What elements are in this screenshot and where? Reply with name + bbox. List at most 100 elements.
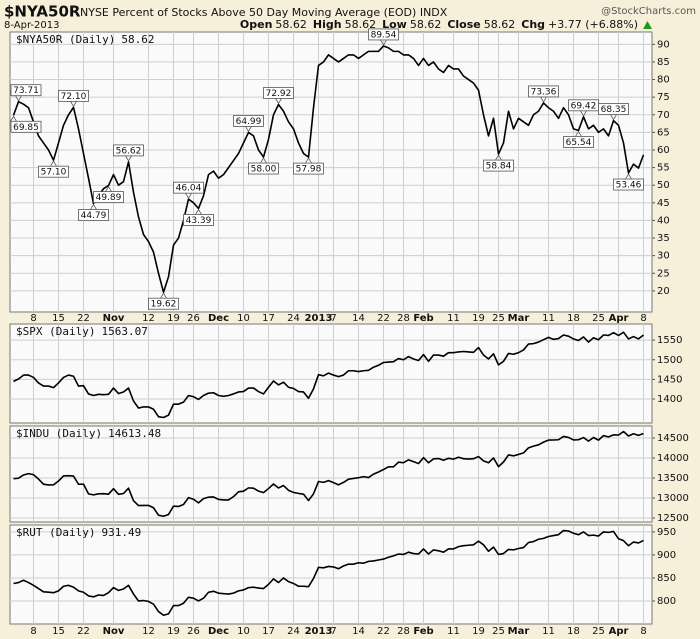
label-box	[10, 84, 42, 97]
value-label: 73.36	[531, 87, 557, 97]
label-pointer	[245, 126, 252, 133]
x-tick-label: Feb	[413, 626, 433, 637]
value-label: 56.62	[116, 146, 142, 156]
y-tick-label: 950	[657, 527, 676, 538]
x-tick-label: 22	[77, 626, 90, 637]
x-tick-label: 19	[167, 313, 180, 324]
x-tick-label: 12	[142, 626, 155, 637]
x-tick-label: 8	[640, 313, 646, 324]
x-tick-label: Apr	[609, 626, 629, 637]
x-tick-label: 19	[167, 626, 180, 637]
value-label: 58.84	[486, 162, 512, 172]
x-tick-label: 8	[30, 313, 36, 324]
y-tick-label: 900	[657, 550, 676, 561]
label-pointer	[580, 110, 587, 117]
label-box	[183, 214, 214, 226]
y-tick-label: 45	[657, 198, 670, 209]
legend: $INDU (Daily) 14613.48	[16, 427, 161, 440]
quote-value: +3.77 (+6.88%)	[548, 18, 638, 31]
x-tick-label: 18	[567, 313, 580, 324]
x-tick-label: 2013	[305, 313, 333, 324]
x-tick-label: 15	[52, 626, 65, 637]
x-tick-label: Mar	[508, 313, 530, 324]
label-box	[248, 162, 279, 175]
x-tick-label: 8	[30, 626, 36, 637]
x-tick-label: 24	[287, 313, 300, 324]
label-pointer	[540, 96, 547, 103]
label-pointer	[380, 39, 387, 46]
x-tick-label: 7	[330, 313, 336, 324]
y-tick-label: 50	[657, 180, 670, 191]
x-tick-label: Dec	[208, 626, 229, 637]
y-tick-label: 13500	[657, 473, 689, 484]
value-label: 57.10	[41, 168, 67, 178]
label-box	[263, 87, 294, 99]
label-pointer	[610, 114, 617, 121]
quote-value: 58.62	[410, 18, 442, 31]
quote-label: Close	[447, 18, 480, 31]
quote-label: High	[313, 18, 342, 31]
price-line	[13, 331, 644, 419]
x-tick-label: Nov	[103, 626, 125, 637]
x-tick-label: Dec	[208, 313, 229, 324]
source: @StockCharts.com	[601, 6, 696, 17]
x-tick-label: 15	[52, 313, 65, 324]
plot-area	[9, 31, 653, 313]
value-label: 73.71	[13, 86, 39, 96]
x-tick-label: Apr	[609, 313, 629, 324]
y-tick-label: 60	[657, 145, 670, 156]
label-pointer	[625, 173, 632, 180]
x-tick-label: 2013	[305, 626, 333, 637]
x-tick-label: 19	[472, 313, 485, 324]
value-label: 58.00	[251, 165, 277, 175]
y-tick-label: 80	[657, 75, 670, 86]
label-box	[38, 165, 69, 178]
x-tick-label: 25	[492, 313, 505, 324]
legend-value: 1563.07	[101, 325, 147, 338]
x-tick-label: 17	[262, 313, 275, 324]
price-line	[13, 529, 644, 617]
y-tick-label: 12500	[657, 513, 689, 524]
quote: Open 58.62 High 58.62 Low 58.62 Close 58.62 Chg +…	[240, 18, 638, 31]
y-tick-label: 85	[657, 57, 670, 68]
label-pointer	[15, 95, 22, 102]
description: NYSE Percent of Stocks Above 50 Day Movi…	[80, 6, 448, 19]
x-tick-label: 8	[640, 626, 646, 637]
label-box	[483, 159, 514, 172]
x-tick-label: 17	[262, 626, 275, 637]
label-pointer	[125, 155, 132, 162]
quote-value: 58.62	[484, 18, 516, 31]
x-tick-label: 25	[492, 626, 505, 637]
y-tick-label: 14000	[657, 453, 689, 464]
label-pointer	[185, 192, 192, 199]
label-pointer	[275, 98, 282, 105]
y-tick-label: 70	[657, 110, 670, 121]
legend-value: 931.49	[101, 526, 141, 539]
label-box	[93, 191, 124, 203]
x-tick-label: 11	[542, 313, 555, 324]
y-tick-label: 1450	[657, 374, 682, 385]
value-label: 19.62	[151, 300, 177, 310]
label-box	[10, 120, 42, 133]
x-tick-label: 22	[77, 313, 90, 324]
label-pointer	[575, 130, 582, 137]
x-tick-label: 7	[330, 626, 336, 637]
label-box	[233, 115, 264, 127]
label-pointer	[160, 292, 167, 299]
x-tick-label: 25	[592, 626, 605, 637]
y-tick-label: 55	[657, 163, 670, 174]
x-tick-label: 22	[377, 626, 390, 637]
label-pointer	[105, 185, 112, 192]
quote-value: 58.62	[345, 18, 377, 31]
label-pointer	[90, 203, 97, 210]
label-box	[78, 209, 109, 221]
value-label: 68.35	[601, 105, 627, 115]
label-pointer	[495, 154, 502, 161]
label-box	[613, 178, 644, 191]
quote-label: Open	[240, 18, 273, 31]
y-tick-label: 35	[657, 233, 670, 244]
value-label: 57.98	[296, 165, 322, 175]
value-label: 64.99	[236, 117, 262, 127]
y-tick-label: 800	[657, 596, 676, 607]
